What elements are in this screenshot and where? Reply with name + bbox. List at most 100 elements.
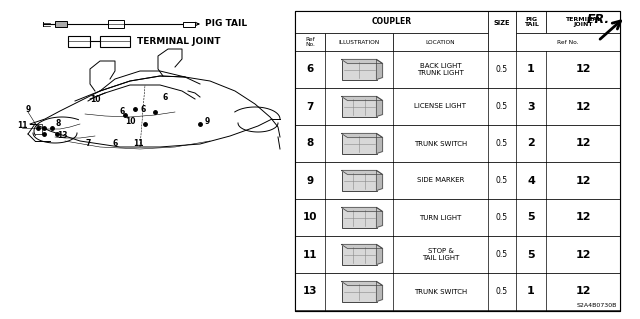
Text: 9: 9 — [204, 116, 210, 125]
Text: 12: 12 — [575, 249, 591, 259]
Text: 7: 7 — [307, 101, 314, 112]
Text: 12: 12 — [575, 286, 591, 296]
Text: 11: 11 — [132, 139, 143, 149]
Text: 0.5: 0.5 — [496, 102, 508, 111]
Bar — [342, 207, 376, 227]
Bar — [295, 273, 620, 310]
Text: STOP &
TAIL LIGHT: STOP & TAIL LIGHT — [422, 248, 459, 261]
Bar — [100, 35, 130, 47]
Text: FR.: FR. — [586, 13, 609, 26]
Bar — [295, 51, 620, 88]
Bar — [342, 244, 376, 264]
Bar — [342, 60, 376, 79]
Text: 10: 10 — [90, 94, 100, 103]
Bar — [393, 33, 488, 51]
Text: 8: 8 — [307, 138, 314, 149]
Text: 12: 12 — [575, 138, 591, 149]
Bar — [183, 21, 195, 26]
Text: PIG
TAIL: PIG TAIL — [524, 17, 538, 27]
Text: 12: 12 — [575, 64, 591, 75]
Bar — [295, 11, 620, 311]
Bar — [516, 33, 620, 51]
Polygon shape — [342, 60, 383, 63]
Bar — [295, 11, 620, 311]
Text: TURN LIGHT: TURN LIGHT — [419, 214, 461, 220]
Bar — [108, 20, 124, 28]
Text: 0.5: 0.5 — [496, 213, 508, 222]
Bar — [325, 33, 393, 51]
Polygon shape — [376, 60, 383, 79]
Text: LICENSE LIGHT: LICENSE LIGHT — [415, 103, 467, 109]
Polygon shape — [376, 97, 383, 116]
Text: 12: 12 — [575, 175, 591, 186]
Text: 13: 13 — [57, 131, 67, 140]
Text: 0.5: 0.5 — [496, 65, 508, 74]
Text: 3: 3 — [527, 101, 535, 112]
Text: 9: 9 — [26, 105, 31, 114]
Bar — [488, 11, 516, 51]
Text: LOCATION: LOCATION — [426, 40, 455, 44]
Text: 11: 11 — [17, 121, 28, 130]
Polygon shape — [342, 133, 383, 137]
Bar — [68, 35, 90, 47]
Bar — [342, 170, 376, 190]
Text: 9: 9 — [307, 175, 314, 186]
Text: BACK LIGHT
TRUNK LIGHT: BACK LIGHT TRUNK LIGHT — [417, 63, 464, 76]
Text: 4: 4 — [527, 175, 535, 186]
Text: 12: 12 — [575, 212, 591, 222]
Bar — [55, 21, 67, 27]
Text: 5: 5 — [527, 212, 535, 222]
Bar — [295, 11, 488, 33]
Bar — [516, 11, 546, 33]
Text: TRUNK SWITCH: TRUNK SWITCH — [414, 288, 467, 294]
Bar — [342, 281, 376, 301]
Polygon shape — [342, 244, 383, 249]
Text: COUPLER: COUPLER — [371, 18, 412, 26]
Polygon shape — [342, 97, 383, 100]
Text: 0.5: 0.5 — [496, 176, 508, 185]
Text: 6: 6 — [140, 105, 146, 114]
Text: 6: 6 — [163, 93, 168, 101]
Text: 13: 13 — [303, 286, 317, 296]
Polygon shape — [376, 170, 383, 190]
Text: 12: 12 — [575, 101, 591, 112]
Text: TERMINAL JOINT: TERMINAL JOINT — [137, 36, 221, 46]
Text: ILLUSTRATION: ILLUSTRATION — [339, 40, 380, 44]
Text: 11: 11 — [303, 249, 317, 259]
Text: 7: 7 — [85, 139, 91, 149]
Text: 6: 6 — [113, 139, 118, 149]
Bar — [295, 88, 620, 125]
Polygon shape — [342, 207, 383, 211]
Text: 6: 6 — [307, 64, 314, 75]
Text: PIG TAIL: PIG TAIL — [205, 19, 247, 28]
Text: Ref
No.: Ref No. — [305, 37, 315, 48]
Polygon shape — [376, 207, 383, 227]
Polygon shape — [342, 170, 383, 174]
Text: 5: 5 — [527, 249, 535, 259]
Text: SIDE MARKER: SIDE MARKER — [417, 177, 464, 183]
Bar — [295, 162, 620, 199]
Bar — [342, 133, 376, 153]
Text: 1: 1 — [527, 64, 535, 75]
Bar — [295, 199, 620, 236]
Text: 0.5: 0.5 — [496, 139, 508, 148]
Polygon shape — [376, 244, 383, 264]
Bar — [342, 97, 376, 116]
Text: 2: 2 — [527, 138, 535, 149]
Text: 1: 1 — [527, 286, 535, 296]
Bar — [295, 33, 325, 51]
Text: 8: 8 — [55, 118, 61, 128]
Text: 0.5: 0.5 — [496, 287, 508, 296]
Text: Ref No.: Ref No. — [557, 40, 579, 44]
Text: TRUNK SWITCH: TRUNK SWITCH — [414, 140, 467, 146]
Bar — [295, 125, 620, 162]
Text: 6: 6 — [120, 108, 125, 116]
Text: 0.5: 0.5 — [496, 250, 508, 259]
Text: TERMINAL
JOINT: TERMINAL JOINT — [565, 17, 601, 27]
Polygon shape — [376, 281, 383, 301]
Text: S2A4B0730B: S2A4B0730B — [577, 303, 617, 308]
Text: SIZE: SIZE — [493, 20, 510, 26]
Polygon shape — [376, 133, 383, 153]
Text: 10: 10 — [303, 212, 317, 222]
Bar — [546, 11, 620, 33]
